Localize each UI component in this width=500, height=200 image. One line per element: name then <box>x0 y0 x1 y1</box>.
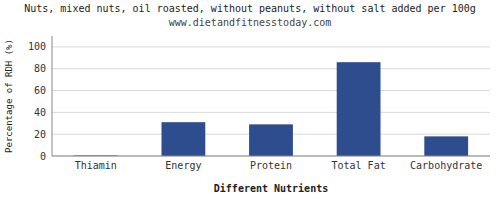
grid-line <box>52 68 490 69</box>
grid-line <box>52 90 490 91</box>
x-tick-label: Energy <box>165 160 201 171</box>
x-tick-label: Protein <box>250 160 292 171</box>
x-tick-label: Carbohydrate <box>410 160 482 171</box>
y-axis-label: Percentage of RDH (%) <box>4 39 14 153</box>
grid <box>52 47 490 156</box>
x-axis-line <box>52 156 490 157</box>
grid-line <box>52 112 490 113</box>
grid-line <box>52 156 490 157</box>
bar <box>424 136 468 156</box>
title: Nuts, mixed nuts, oil roasted, without p… <box>24 3 476 14</box>
subtitle: www.dietandfitnesstoday.com <box>169 17 332 28</box>
bar <box>337 62 381 156</box>
x-tick-label: Total Fat <box>332 160 386 171</box>
bar <box>249 124 293 156</box>
y-tick-label: 0 <box>40 151 46 162</box>
x-axis-label: Different Nutrients <box>214 183 328 194</box>
y-tick-label: 80 <box>34 63 46 74</box>
y-axis-line <box>52 36 53 156</box>
y-tick-label: 40 <box>34 107 46 118</box>
chart-container: Nuts, mixed nuts, oil roasted, without p… <box>0 0 500 200</box>
y-tick-label: 100 <box>28 41 46 52</box>
grid-line <box>52 46 490 47</box>
bars <box>74 62 468 156</box>
x-tick-label: Thiamin <box>75 160 117 171</box>
bar <box>162 122 206 156</box>
chart: Nuts, mixed nuts, oil roasted, without p… <box>0 0 500 200</box>
y-tick-label: 20 <box>34 129 46 140</box>
y-tick-label: 60 <box>34 85 46 96</box>
